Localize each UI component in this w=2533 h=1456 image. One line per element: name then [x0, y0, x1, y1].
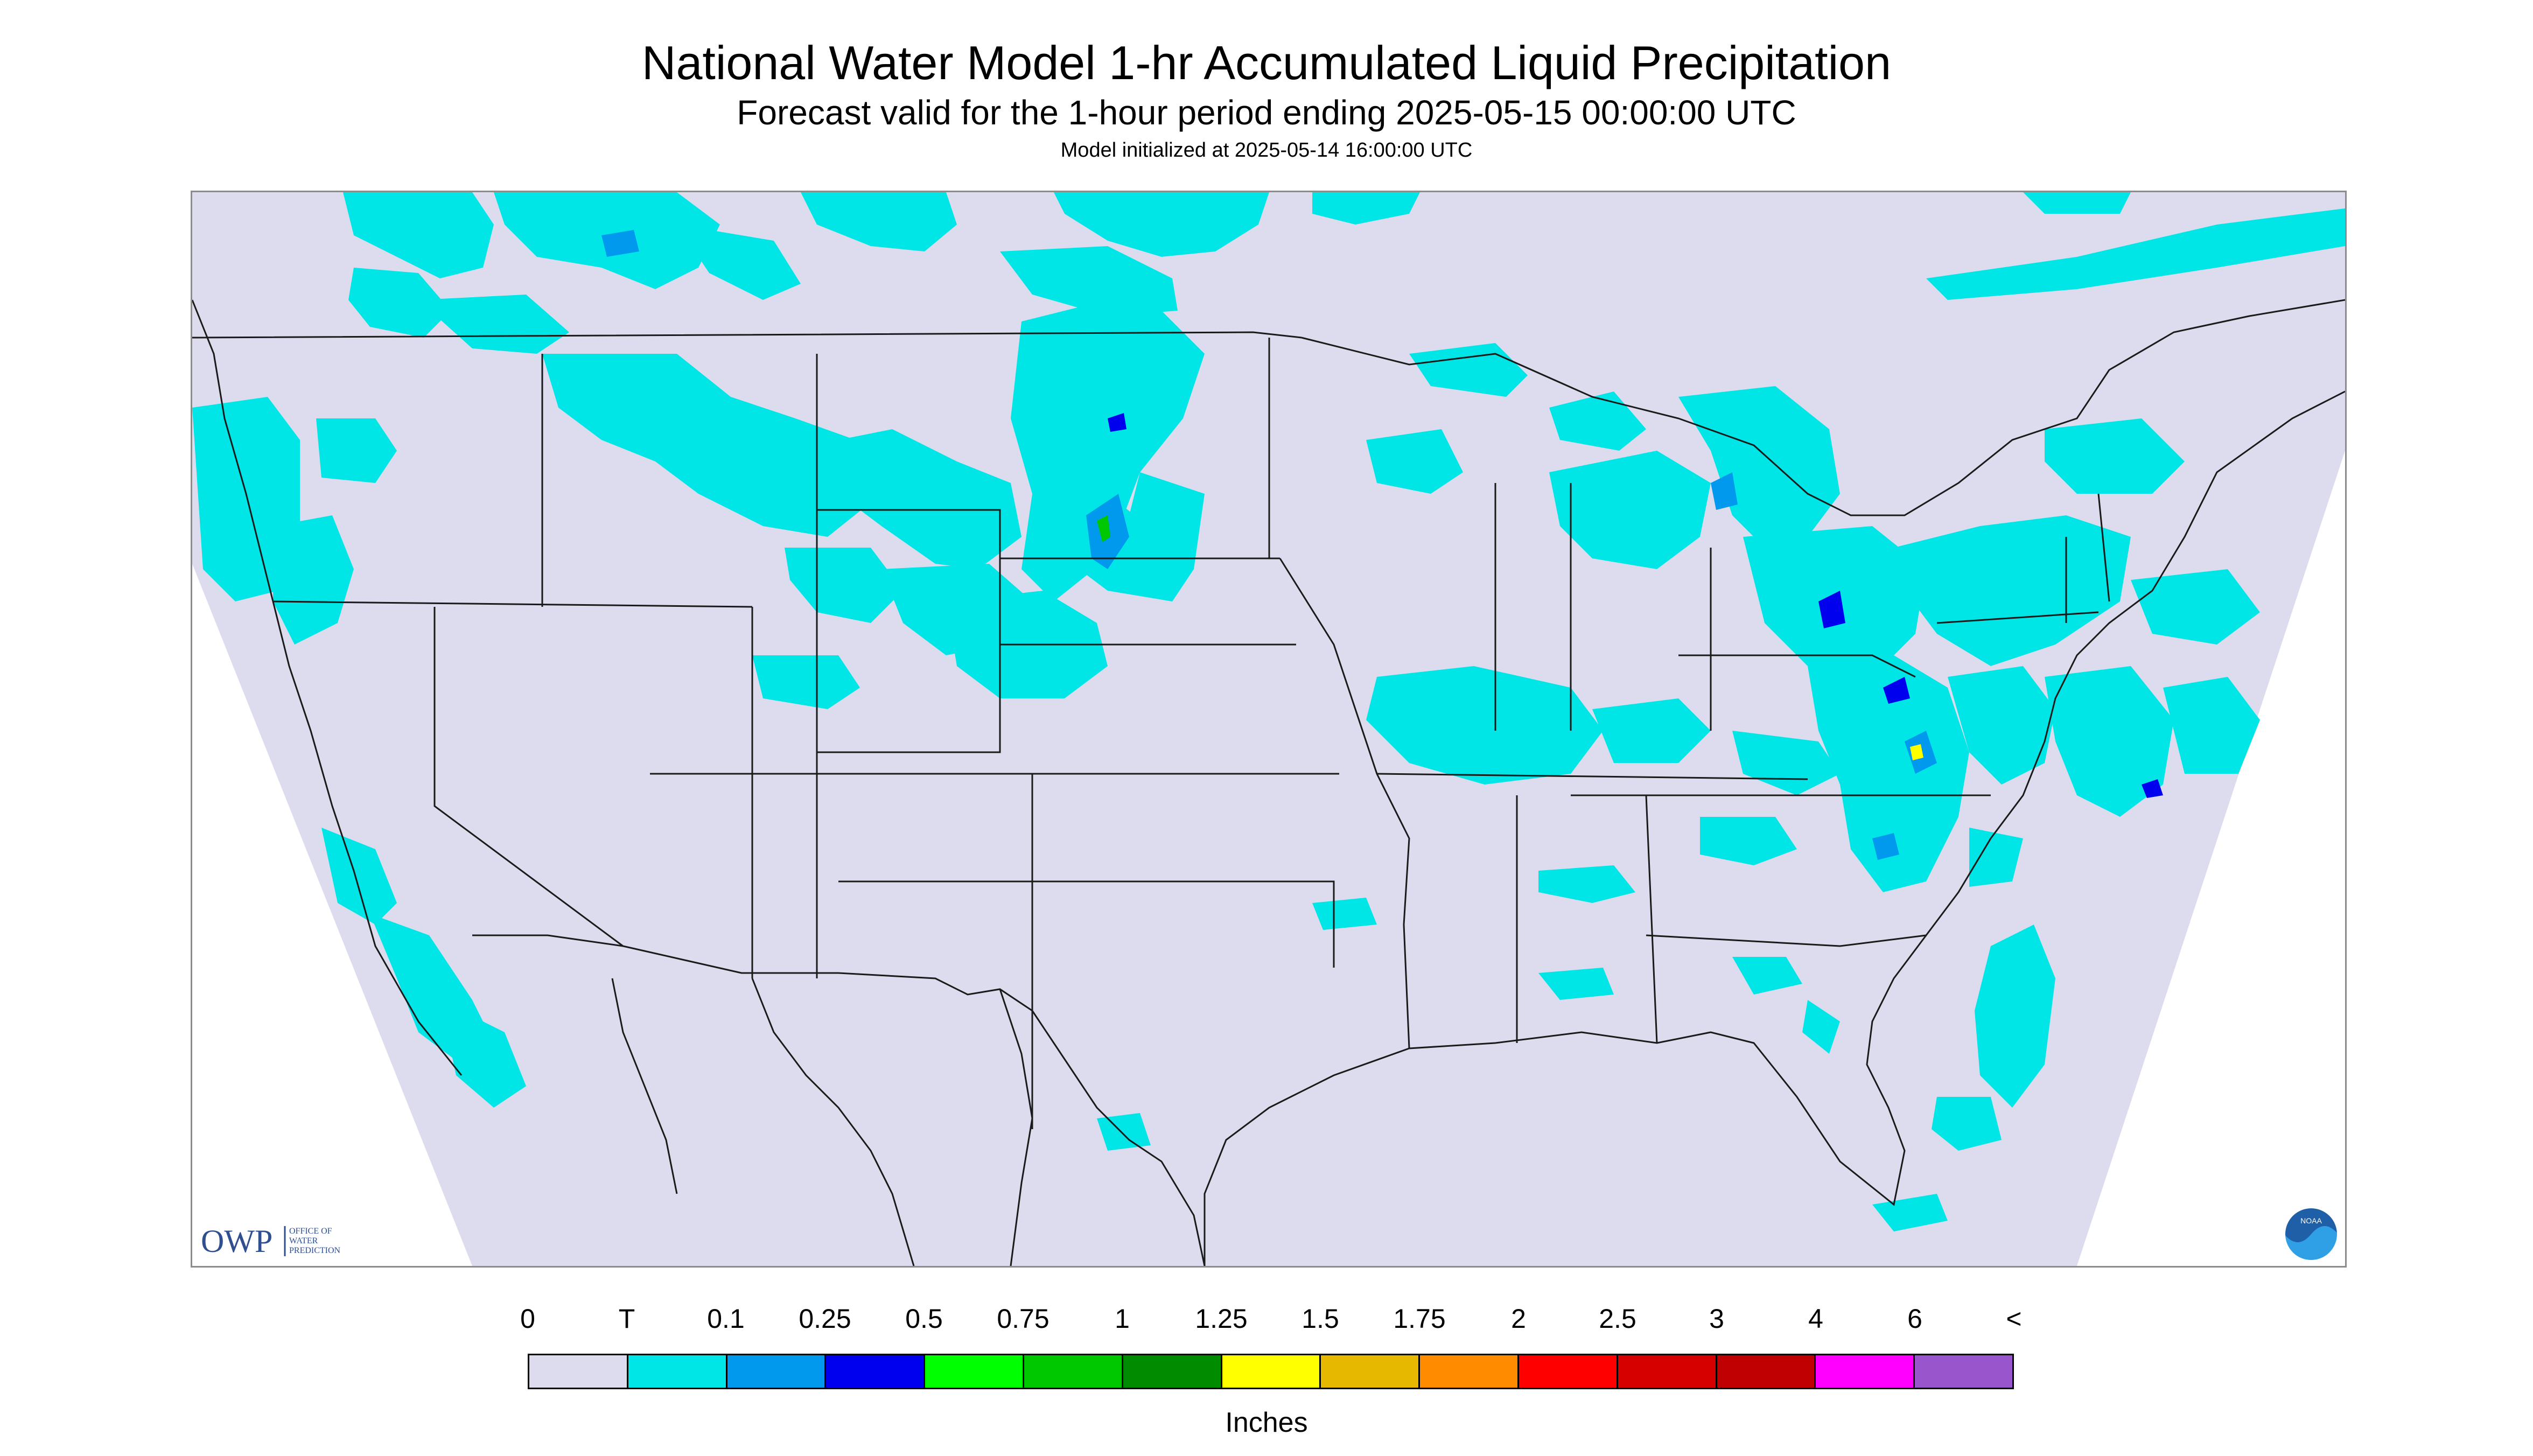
- model-init-time: Model initialized at 2025-05-14 16:00:00…: [1060, 139, 1473, 162]
- legend-label: 0.75: [997, 1304, 1049, 1334]
- legend-swatch: [727, 1355, 827, 1388]
- precip-heavy-areas: [601, 230, 2163, 860]
- boundary-lines: [192, 299, 2345, 1266]
- legend-label: 2.5: [1599, 1304, 1636, 1334]
- legend-label: 0.5: [905, 1304, 943, 1334]
- owp-logo: OWP OFFICE OF WATER PREDICTION: [201, 1223, 341, 1259]
- legend-swatch: [925, 1355, 1024, 1388]
- noaa-logo: NOAA: [2283, 1206, 2339, 1262]
- legend-label: 6: [1907, 1304, 1922, 1334]
- map-title: National Water Model 1-hr Accumulated Li…: [641, 36, 1892, 89]
- legend-label: 1.5: [1302, 1304, 1339, 1334]
- owp-logo-text: OWP: [201, 1223, 272, 1259]
- legend-label: 1: [1115, 1304, 1130, 1334]
- precipitation-map: OWP OFFICE OF WATER PREDICTION NOAA: [191, 191, 2347, 1268]
- map-subtitle: Forecast valid for the 1-hour period end…: [737, 93, 1796, 132]
- legend-label: <: [2006, 1304, 2022, 1334]
- legend-label: 0: [520, 1304, 535, 1334]
- legend-swatch: [628, 1355, 727, 1388]
- legend-swatch: [826, 1355, 926, 1388]
- legend-labels: 0 T 0.1 0.25 0.5 0.75 1 1.25 1.5 1.75 2 2.5 3 4 6 <: [520, 1303, 2022, 1341]
- legend-swatch: [1915, 1355, 2012, 1388]
- precip-trace-areas: [192, 192, 2345, 1231]
- legend-color-bar: [528, 1354, 2014, 1389]
- noaa-logo-text: NOAA: [2300, 1216, 2322, 1225]
- legend-swatch: [529, 1355, 628, 1388]
- legend-label: 1.75: [1393, 1304, 1446, 1334]
- legend-units: Inches: [1225, 1407, 1308, 1438]
- legend-label: 3: [1709, 1304, 1724, 1334]
- owp-logo-subtext: PREDICTION: [289, 1246, 341, 1255]
- legend-label: 1.25: [1195, 1304, 1248, 1334]
- legend-swatch: [1618, 1355, 1717, 1388]
- owp-logo-subtext: WATER: [289, 1236, 318, 1245]
- legend-swatch: [1717, 1355, 1816, 1388]
- legend-swatch: [1519, 1355, 1618, 1388]
- legend-swatch: [1420, 1355, 1519, 1388]
- legend-label: 0.25: [799, 1304, 851, 1334]
- legend-label: 2: [1511, 1304, 1526, 1334]
- legend-swatch: [1123, 1355, 1222, 1388]
- owp-logo-subtext: OFFICE OF: [289, 1227, 332, 1236]
- legend-swatch: [1816, 1355, 1915, 1388]
- legend-label: 0.1: [707, 1304, 745, 1334]
- legend-label: 4: [1808, 1304, 1823, 1334]
- legend-swatch: [1024, 1355, 1123, 1388]
- legend-label: T: [618, 1304, 635, 1334]
- legend-swatch: [1321, 1355, 1421, 1388]
- legend-swatch: [1222, 1355, 1321, 1388]
